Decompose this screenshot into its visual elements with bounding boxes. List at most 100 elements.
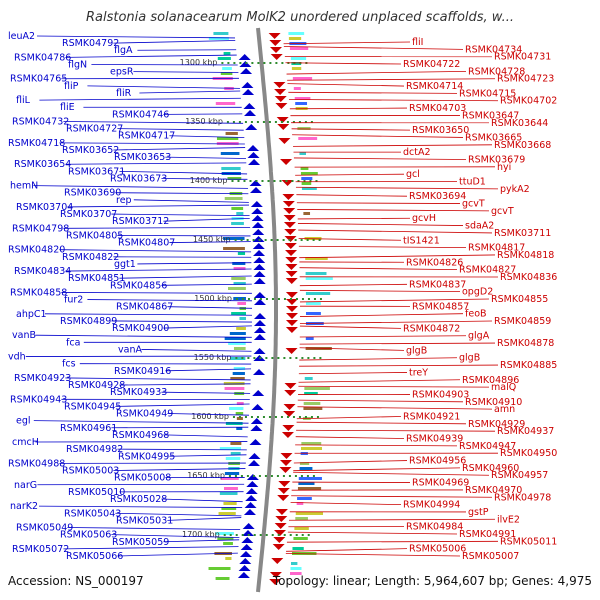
leader-line-left — [111, 320, 252, 323]
scale-dot — [256, 416, 259, 418]
leader-line-right — [288, 91, 458, 94]
gene-label-left: RSMK03653 — [114, 152, 171, 163]
gene-arrow-left — [241, 530, 254, 536]
gene-arrow-left — [251, 215, 264, 221]
scale-dot — [264, 239, 267, 241]
gene-label-right: RSMK04731 — [494, 52, 551, 63]
gene-label-left: rep — [116, 195, 132, 206]
feature-block-right — [293, 87, 301, 90]
leader-line-right — [295, 173, 405, 176]
scale-dot — [265, 357, 268, 359]
gene-arrow-left — [239, 558, 252, 564]
gene-arrow-left — [253, 327, 266, 333]
gene-label-left: narK2 — [10, 501, 38, 512]
scale-dot — [247, 357, 250, 359]
leader-line-right — [296, 421, 467, 425]
gene-label-right: RSMK04836 — [500, 272, 557, 283]
feature-block-left — [228, 287, 246, 290]
scale-dot — [262, 416, 265, 418]
scale-dot — [319, 357, 322, 359]
gene-label-right: RSMK04939 — [406, 434, 463, 445]
gene-arrow-left — [246, 481, 259, 487]
gene-label-left: RSMK05072 — [12, 544, 69, 555]
gene-label-left: RSMK04834 — [14, 266, 71, 277]
gene-label-left: fliE — [60, 102, 75, 113]
scale-dot — [241, 357, 244, 359]
gene-label-right: RSMK04722 — [403, 59, 460, 70]
feature-block-left — [233, 347, 246, 350]
leader-line-right — [291, 495, 493, 498]
scale-dot — [258, 475, 261, 477]
feature-block-right — [298, 482, 315, 485]
leader-line-left — [38, 505, 243, 508]
gene-label-left: RSMK04851 — [68, 273, 125, 284]
gene-label-left: epsR — [110, 67, 134, 78]
gene-label-right: RSMK04978 — [494, 492, 551, 503]
feature-block-right — [301, 447, 323, 450]
feature-block-right — [300, 172, 318, 175]
leader-line-left — [87, 85, 240, 89]
leader-line-right — [287, 78, 496, 81]
gene-label-right: RSMK04817 — [468, 243, 525, 254]
leader-line-left — [133, 71, 239, 73]
feature-block-left — [227, 177, 242, 180]
gene-label-right: RSMK04896 — [462, 375, 519, 386]
gene-label-right: ilvE2 — [497, 514, 520, 525]
scale-dot — [282, 239, 285, 241]
feature-block-left — [232, 372, 245, 375]
leader-line-left — [161, 283, 252, 286]
gene-label-right: RSMK04991 — [459, 529, 516, 540]
leader-line-left — [33, 420, 249, 424]
gene-arrow-right — [285, 320, 298, 326]
gene-label-right: feoB — [465, 309, 487, 320]
gene-label-right: malQ — [491, 382, 516, 393]
feature-block-left — [216, 137, 239, 140]
scale-dot — [253, 298, 256, 300]
gene-arrow-right — [268, 33, 281, 39]
scale-dot — [270, 475, 273, 477]
scale-dot — [253, 357, 256, 359]
leader-line-right — [286, 548, 408, 552]
scale-dot — [265, 534, 268, 536]
gene-label-right: RSMK04969 — [412, 478, 469, 489]
gene-arrow-right — [283, 215, 296, 221]
gene-label-left: RSMK05043 — [64, 508, 121, 519]
gene-label-right: treY — [409, 367, 428, 378]
gene-label-left: fliR — [116, 88, 132, 99]
scale-dot — [250, 121, 253, 123]
leader-line-right — [299, 320, 493, 324]
leader-line-left — [165, 368, 252, 372]
feature-block-left — [220, 152, 240, 155]
gene-label-left: fliP — [64, 81, 79, 92]
feature-block-left — [230, 442, 242, 445]
gene-arrow-left — [250, 187, 263, 193]
gene-label-right: hyi — [497, 162, 511, 173]
leader-line-right — [292, 134, 464, 138]
feature-block-right — [304, 377, 313, 380]
gene-arrow-left — [253, 313, 266, 319]
gene-label-right: RSMK04937 — [497, 426, 554, 437]
scale-dot — [313, 298, 316, 300]
scale-dot — [275, 62, 278, 64]
gene-arrow-right — [282, 425, 295, 431]
scale-dot — [264, 475, 267, 477]
gene-label-left: RSMK04899 — [60, 316, 117, 327]
scale-dot — [250, 416, 253, 418]
gene-label-left: RSMK03712 — [112, 216, 169, 227]
feature-block-left — [225, 132, 238, 135]
feature-block-left — [233, 367, 246, 370]
scale-dot — [298, 416, 301, 418]
feature-block-left — [223, 247, 245, 250]
gene-arrow-left — [241, 537, 254, 543]
gene-arrow-left — [244, 110, 257, 116]
feature-block-left — [224, 337, 246, 340]
scale-mark-label: 1550 kbp — [194, 353, 232, 362]
feature-block-left — [223, 542, 233, 545]
gene-label-right: RSMK03711 — [494, 228, 551, 239]
feature-block-left — [220, 477, 239, 480]
gene-label-right: RSMK04903 — [412, 389, 469, 400]
leader-line-right — [297, 406, 493, 410]
gene-label-right: gcvT — [462, 199, 485, 210]
gene-arrow-right — [284, 390, 297, 396]
